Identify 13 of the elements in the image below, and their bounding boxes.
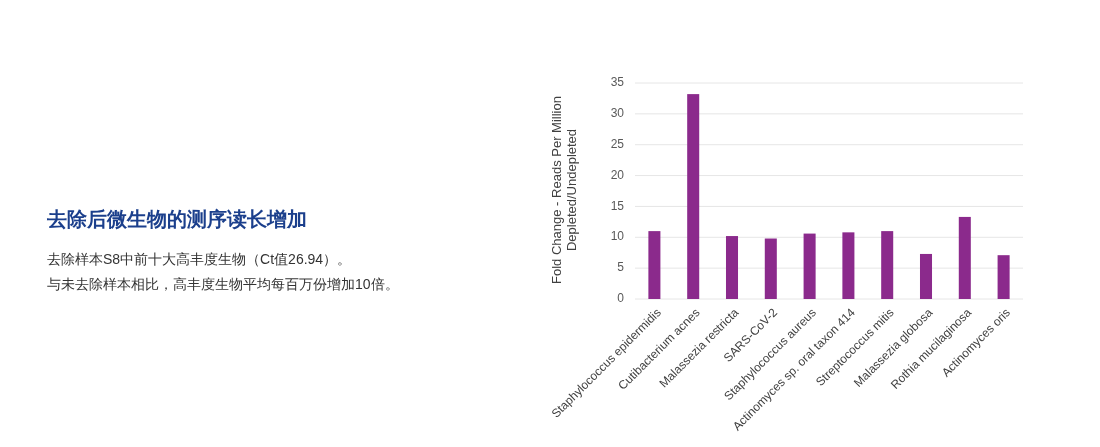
y-tick-label: 25	[610, 136, 624, 151]
y-tick-label: 0	[617, 291, 624, 306]
annotation: 与未去除样本相比，高丰度生物平均每百万份增加10倍。	[47, 276, 399, 292]
y-tick-label: 35	[610, 75, 624, 90]
ylabel: Fold Change - Reads Per Million	[548, 96, 564, 284]
annotation: 去除样本S8中前十大高丰度生物（Ct值26.94）。	[47, 251, 352, 267]
y-tick-label: 5	[617, 260, 624, 275]
y-tick-label: 15	[610, 198, 624, 213]
y-tick-label: 10	[610, 229, 624, 244]
title: 去除后微生物的测序读长增加	[47, 208, 307, 230]
y-tick-label: 30	[610, 106, 624, 121]
ylabel: Depleted/Undepleted	[563, 128, 579, 252]
y-tick-label: 20	[610, 167, 624, 182]
